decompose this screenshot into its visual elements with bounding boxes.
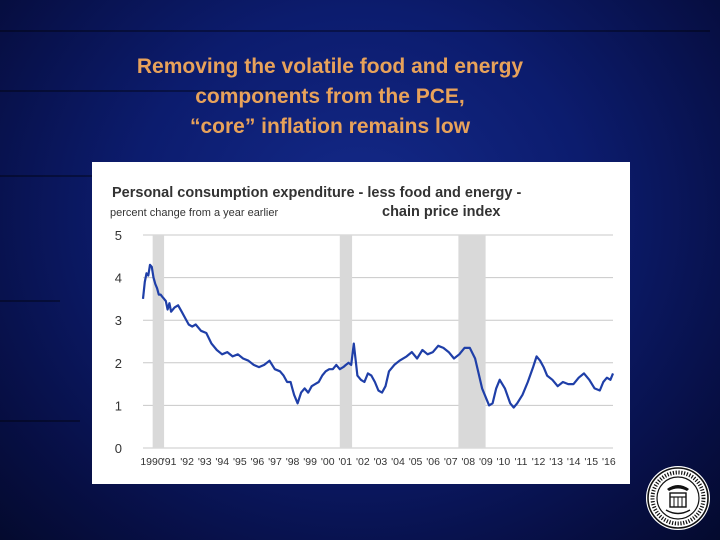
- x-tick-label: '92: [180, 456, 194, 468]
- slide-title-line-2: components from the PCE,: [195, 85, 465, 108]
- slide-title-line-3: “core” inflation remains low: [189, 115, 471, 138]
- y-tick-label: 5: [115, 228, 122, 243]
- x-tick-label: '91: [163, 456, 177, 468]
- x-tick-label: '99: [303, 456, 317, 468]
- decor-stripe: [0, 300, 60, 302]
- y-axis-label: percent change from a year earlier: [110, 207, 278, 219]
- x-tick-label: '00: [321, 456, 335, 468]
- x-tick-label: '94: [215, 456, 229, 468]
- x-tick-label: '12: [532, 456, 546, 468]
- x-tick-label: '95: [233, 456, 247, 468]
- x-tick-label: '97: [268, 456, 282, 468]
- series-layer: [141, 263, 615, 409]
- x-tick-label: '16: [602, 456, 616, 468]
- x-tick-label: '13: [549, 456, 563, 468]
- x-tick-label: '10: [497, 456, 511, 468]
- x-tick-label: '05: [409, 456, 423, 468]
- y-tick-label: 1: [115, 398, 122, 413]
- x-tick-label: '03: [374, 456, 388, 468]
- chart-panel: Personal consumption expenditure - less …: [92, 162, 630, 484]
- decor-stripe: [0, 175, 120, 177]
- x-tick-label: '11: [515, 456, 528, 468]
- y-tick-label: 4: [115, 271, 122, 286]
- x-tick-label: '98: [286, 456, 300, 468]
- y-tick-label: 2: [115, 356, 122, 371]
- decor-stripe: [0, 420, 80, 422]
- x-tick-labels: 1990'91'92 '93'94 '95 '96'97 '98'99 '00'01 '02…: [140, 456, 616, 468]
- x-tick-label: '02: [356, 456, 370, 468]
- federal-reserve-seal-icon: [646, 466, 710, 530]
- slide-title-line-1: Removing the volatile food and energy: [136, 55, 524, 78]
- x-tick-label: '07: [444, 456, 458, 468]
- recession-band: [152, 235, 165, 448]
- chart-svg: Personal consumption expenditure - less …: [110, 185, 616, 468]
- recession-band: [458, 235, 486, 448]
- decor-stripe: [0, 90, 300, 92]
- x-tick-label: '09: [479, 456, 493, 468]
- x-tick-label: '04: [391, 456, 405, 468]
- slide-title: Removing the volatile food and energy co…: [60, 52, 600, 142]
- x-tick-label: '93: [198, 456, 212, 468]
- chart-title-line-2: chain price index: [382, 204, 500, 220]
- y-tick-label: 0: [115, 441, 122, 456]
- grid-layer: [143, 234, 613, 449]
- x-tick-label: '14: [567, 456, 581, 468]
- chart-title-line-1: Personal consumption expenditure - less …: [112, 185, 521, 201]
- series-line: [141, 263, 615, 409]
- x-tick-label: '01: [338, 456, 352, 468]
- x-tick-label: '15: [584, 456, 598, 468]
- y-tick-labels: 0 1 2 3 4 5: [115, 228, 122, 456]
- x-tick-label: 1990: [140, 456, 164, 468]
- x-tick-label: '08: [461, 456, 475, 468]
- y-tick-label: 3: [115, 313, 122, 328]
- decor-stripe: [0, 30, 710, 32]
- recession-layer: [152, 235, 486, 448]
- x-tick-label: '06: [426, 456, 440, 468]
- seal-panel: [645, 465, 711, 531]
- x-tick-label: '96: [251, 456, 265, 468]
- recession-band: [339, 235, 353, 448]
